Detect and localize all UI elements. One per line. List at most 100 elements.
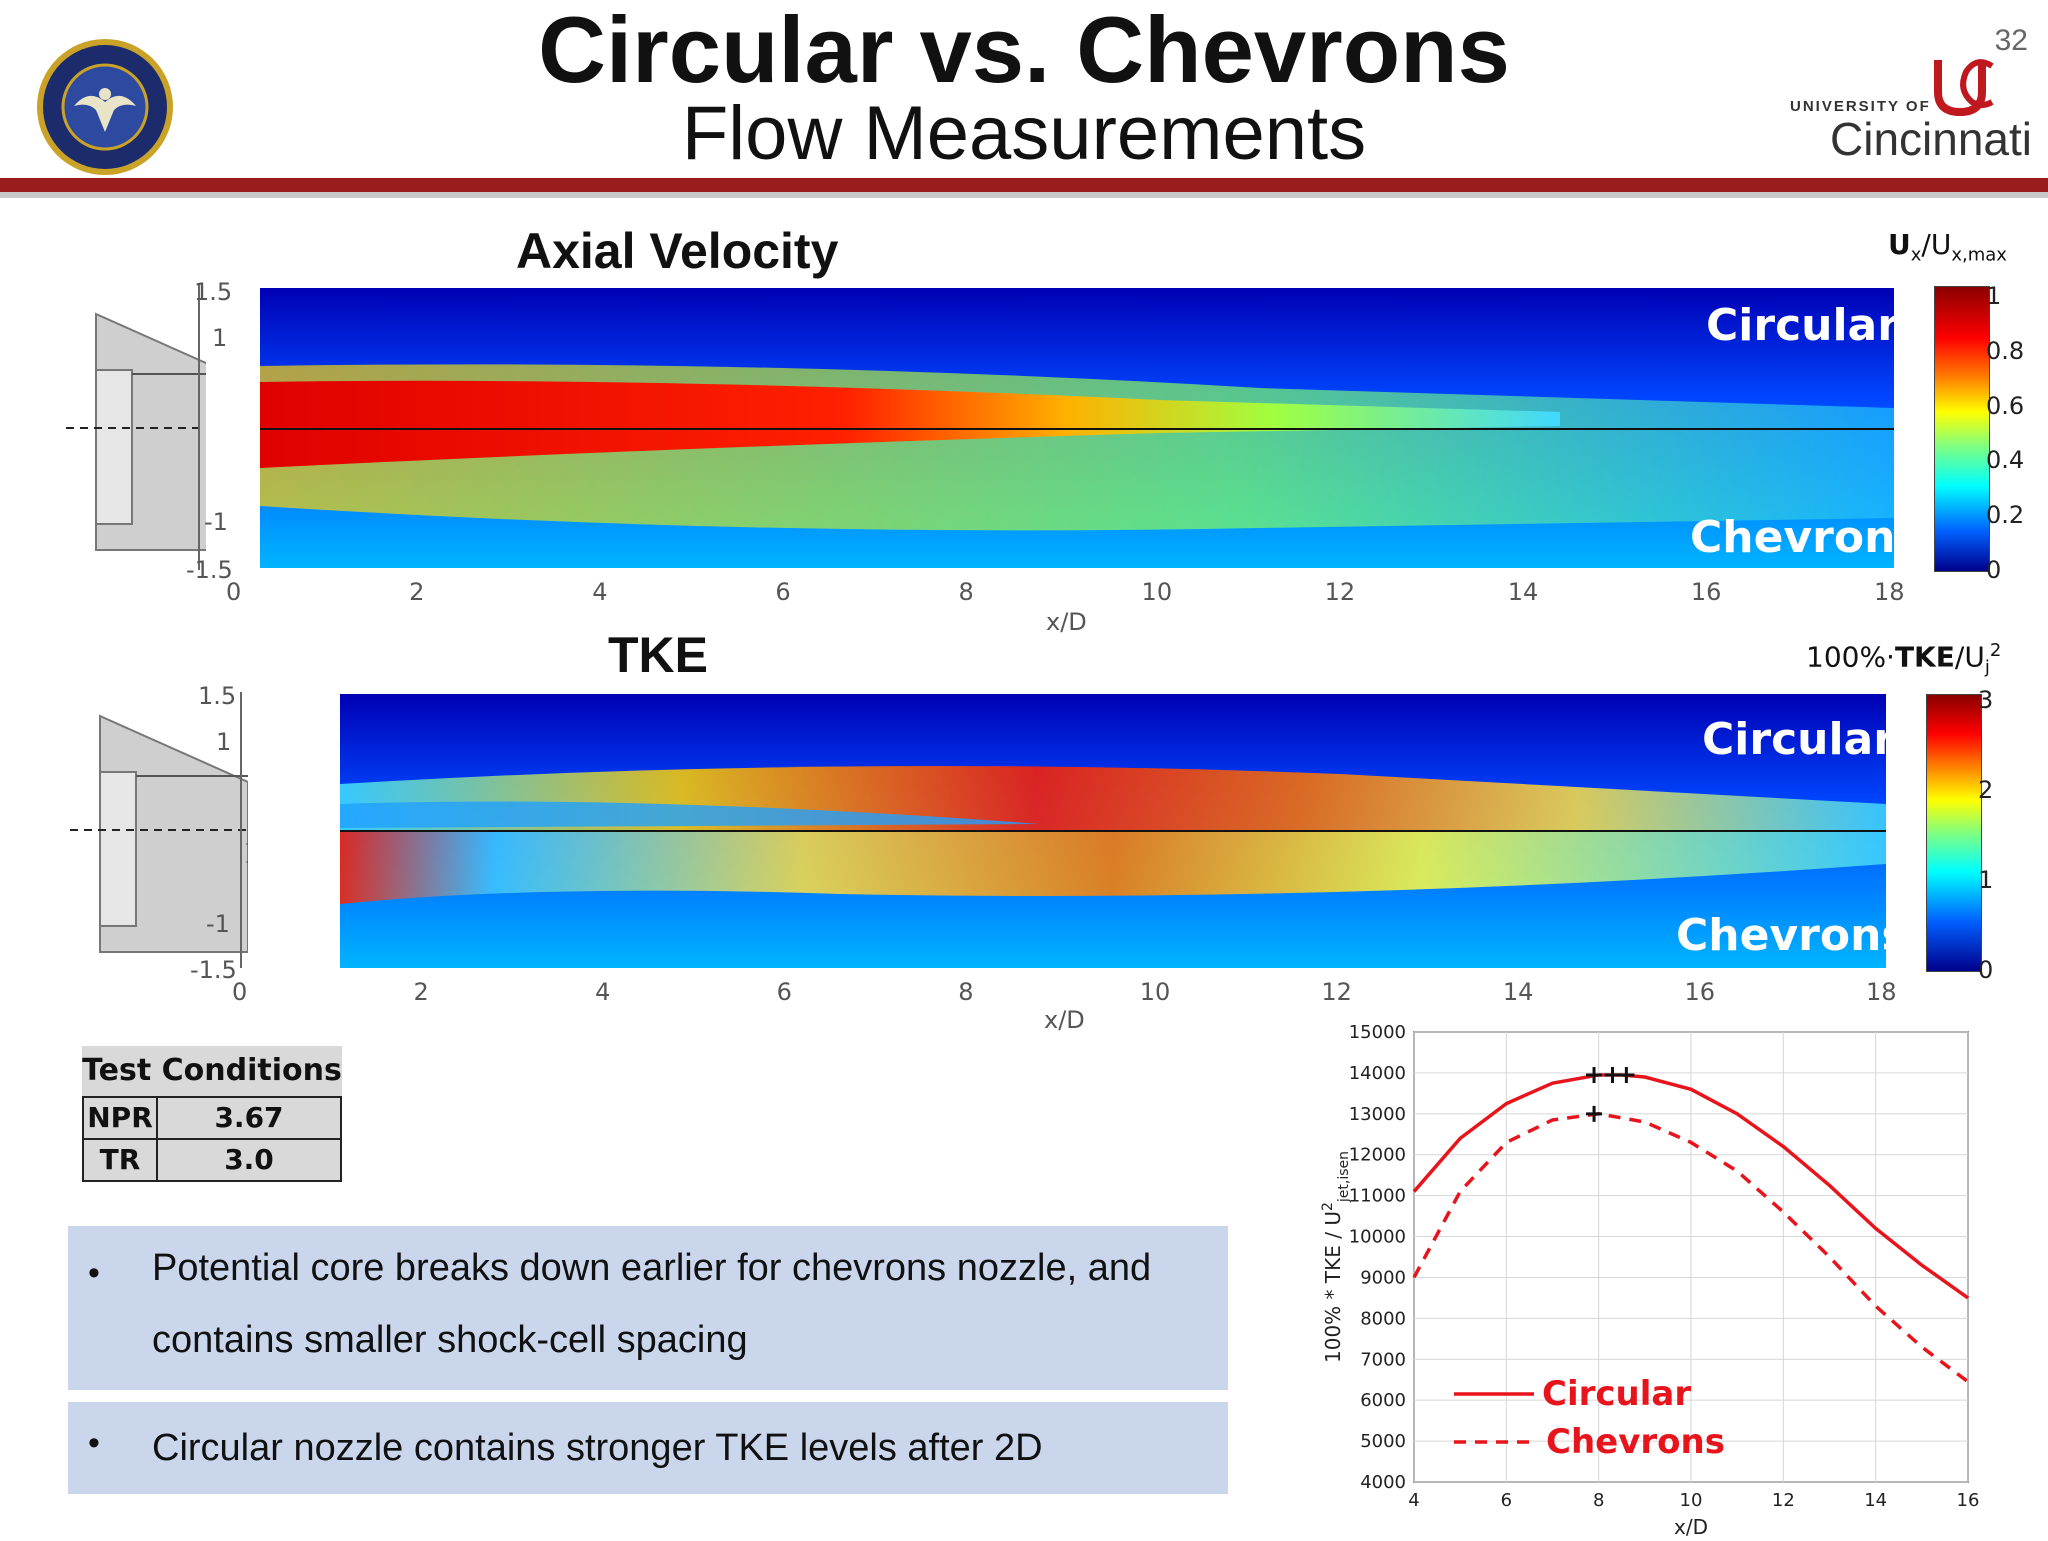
y-tick-label: 6000 (1360, 1390, 1406, 1411)
tke-x-tick: 4 (595, 978, 611, 1006)
test-conditions-table: Test Conditions NPR 3.67 TR 3.0 (82, 1046, 342, 1184)
tke-y-axis (240, 692, 250, 968)
axial-x-tick: 12 (1324, 578, 1356, 606)
colorbar-denom-sub: x,max (1951, 244, 2007, 266)
axial-colorbar-tick: 0.2 (1986, 501, 2025, 530)
slide-title: Circular vs. Chevrons (538, 0, 1510, 102)
axial-x-tick: 4 (592, 578, 608, 606)
axial-x-label: x/D (1046, 608, 1087, 636)
y-tick-label: 11000 (1349, 1186, 1406, 1207)
x-tick-label: 6 (1501, 1490, 1512, 1511)
y-tick-label: 14000 (1349, 1063, 1406, 1084)
y-tick-label: 13000 (1349, 1104, 1406, 1125)
axial-chevrons-label: Chevrons (1690, 512, 1922, 563)
tke-y-tick: 1 (216, 728, 232, 756)
x-tick-label: 10 (1680, 1490, 1703, 1511)
tke-colorbar-title: 100%·TKE/Uj2 (1806, 640, 2002, 678)
bullet-text-line: Potential core breaks down earlier for c… (152, 1247, 1152, 1289)
colorbar-prefix: 100%· (1806, 640, 1895, 674)
navy-seal-logo (34, 36, 176, 178)
axial-x-tick: 6 (775, 578, 791, 606)
condition-key: TR (84, 1140, 158, 1180)
tke-x-tick: 6 (776, 978, 792, 1006)
bullet-text-line: Circular nozzle contains stronger TKE le… (152, 1427, 1043, 1469)
tke-colorbar-tick: 0 (1978, 956, 1994, 984)
bullet-box-2: • Circular nozzle contains stronger TKE … (68, 1402, 1228, 1494)
series-line-circular (1412, 1073, 1970, 1300)
tke-chart-svg: 4 6 8 10 12 14 16 4000 5000 6000 7000 8000 9000 10000… (1320, 1022, 1980, 1539)
data-marker (1604, 1066, 1621, 1083)
condition-value: 3.67 (214, 1101, 284, 1134)
header-rule (0, 178, 2048, 192)
y-tick-label: 5000 (1360, 1431, 1406, 1452)
axial-colorbar-tick: 1 (1986, 282, 2002, 310)
tke-x-tick: 16 (1684, 978, 1715, 1006)
bullet-dot: • (88, 1254, 100, 1292)
x-tick-label: 8 (1593, 1490, 1604, 1511)
data-marker (1586, 1105, 1603, 1122)
axial-circular-label: Circular (1706, 300, 1899, 351)
axial-y-tick: 1 (212, 324, 228, 352)
tke-x-label: x/D (1044, 1006, 1085, 1034)
axial-x-tick: 8 (958, 578, 974, 606)
tke-y-tick: -1.5 (190, 956, 237, 984)
axial-x-tick: 0 (226, 578, 242, 606)
colorbar-var: U (1888, 228, 1911, 261)
tke-title: TKE (608, 627, 708, 683)
colorbar-denom-sub: j (1984, 656, 1990, 678)
data-marker (1586, 1066, 1603, 1083)
test-conditions-header: Test Conditions (82, 1046, 342, 1096)
uc-monogram-icon (1934, 59, 1994, 117)
axial-colorbar-tick: 0.4 (1986, 446, 2025, 475)
university-of-text: UNIVERSITY OF (1790, 98, 1931, 115)
x-tick-label: 12 (1772, 1490, 1795, 1511)
axial-colorbar-tick: 0 (1986, 556, 2002, 584)
axial-velocity-contour (260, 288, 1894, 568)
tke-x-tick: 12 (1321, 978, 1352, 1006)
axial-x-tick: 16 (1690, 578, 1722, 606)
axial-velocity-title: Axial Velocity (516, 223, 839, 279)
x-tick-label: 14 (1864, 1490, 1887, 1511)
data-marker (1618, 1066, 1635, 1083)
bullet-dot: • (88, 1424, 100, 1462)
tke-circular-label: Circular (1702, 714, 1895, 765)
tke-x-tick: 8 (958, 978, 974, 1006)
tke-colorbar-tick: 3 (1978, 686, 1994, 714)
y-tick-label: 12000 (1349, 1145, 1406, 1166)
tke-colorbar-tick: 1 (1978, 866, 1994, 894)
colorbar-denom: U (1930, 228, 1952, 261)
y-tick-label: 7000 (1360, 1349, 1406, 1370)
tke-colorbar (1926, 694, 1982, 972)
y-tick-label: 10000 (1349, 1227, 1406, 1248)
tke-x-tick: 2 (413, 978, 429, 1006)
x-axis-label: x/D (1674, 1515, 1708, 1536)
axial-y-axis (198, 284, 208, 570)
header-rule-shadow (0, 192, 2048, 198)
series-line-chevrons (1412, 1112, 1970, 1384)
axial-y-tick: -1 (204, 508, 228, 536)
axial-colorbar-tick: 0.6 (1986, 391, 2025, 420)
colorbar-var: TKE (1894, 640, 1955, 674)
tke-chevrons-label: Chevrons (1676, 910, 1908, 961)
condition-key: NPR (84, 1098, 158, 1138)
y-tick-label: 4000 (1360, 1472, 1406, 1493)
tke-y-tick: -1 (206, 910, 230, 938)
axial-y-tick: -1.5 (186, 556, 233, 584)
tke-x-tick: 10 (1139, 978, 1171, 1006)
axial-centerline (260, 428, 1894, 430)
slide-number: 32 (1994, 24, 2028, 57)
axial-x-tick: 18 (1874, 578, 1905, 606)
axial-x-tick: 14 (1507, 578, 1539, 606)
tke-colorbar-tick: 2 (1978, 776, 1994, 804)
table-row: NPR 3.67 (82, 1096, 342, 1140)
x-tick-label: 16 (1957, 1490, 1980, 1511)
legend-label-chevrons: Chevrons (1546, 1422, 1725, 1462)
bullet-text-line: contains smaller shock-cell spacing (152, 1319, 748, 1361)
tke-peak-line-chart: 4 6 8 10 12 14 16 4000 5000 6000 7000 8000 9000 10000… (1290, 1010, 1990, 1539)
axial-y-tick: 1.5 (194, 278, 233, 306)
axial-colorbar (1934, 286, 1990, 572)
axial-blank-strip (206, 288, 260, 568)
cincinnati-text: Cincinnati (1830, 113, 2032, 165)
tke-blank-strip (248, 694, 340, 968)
y-tick-label: 9000 (1360, 1267, 1406, 1288)
